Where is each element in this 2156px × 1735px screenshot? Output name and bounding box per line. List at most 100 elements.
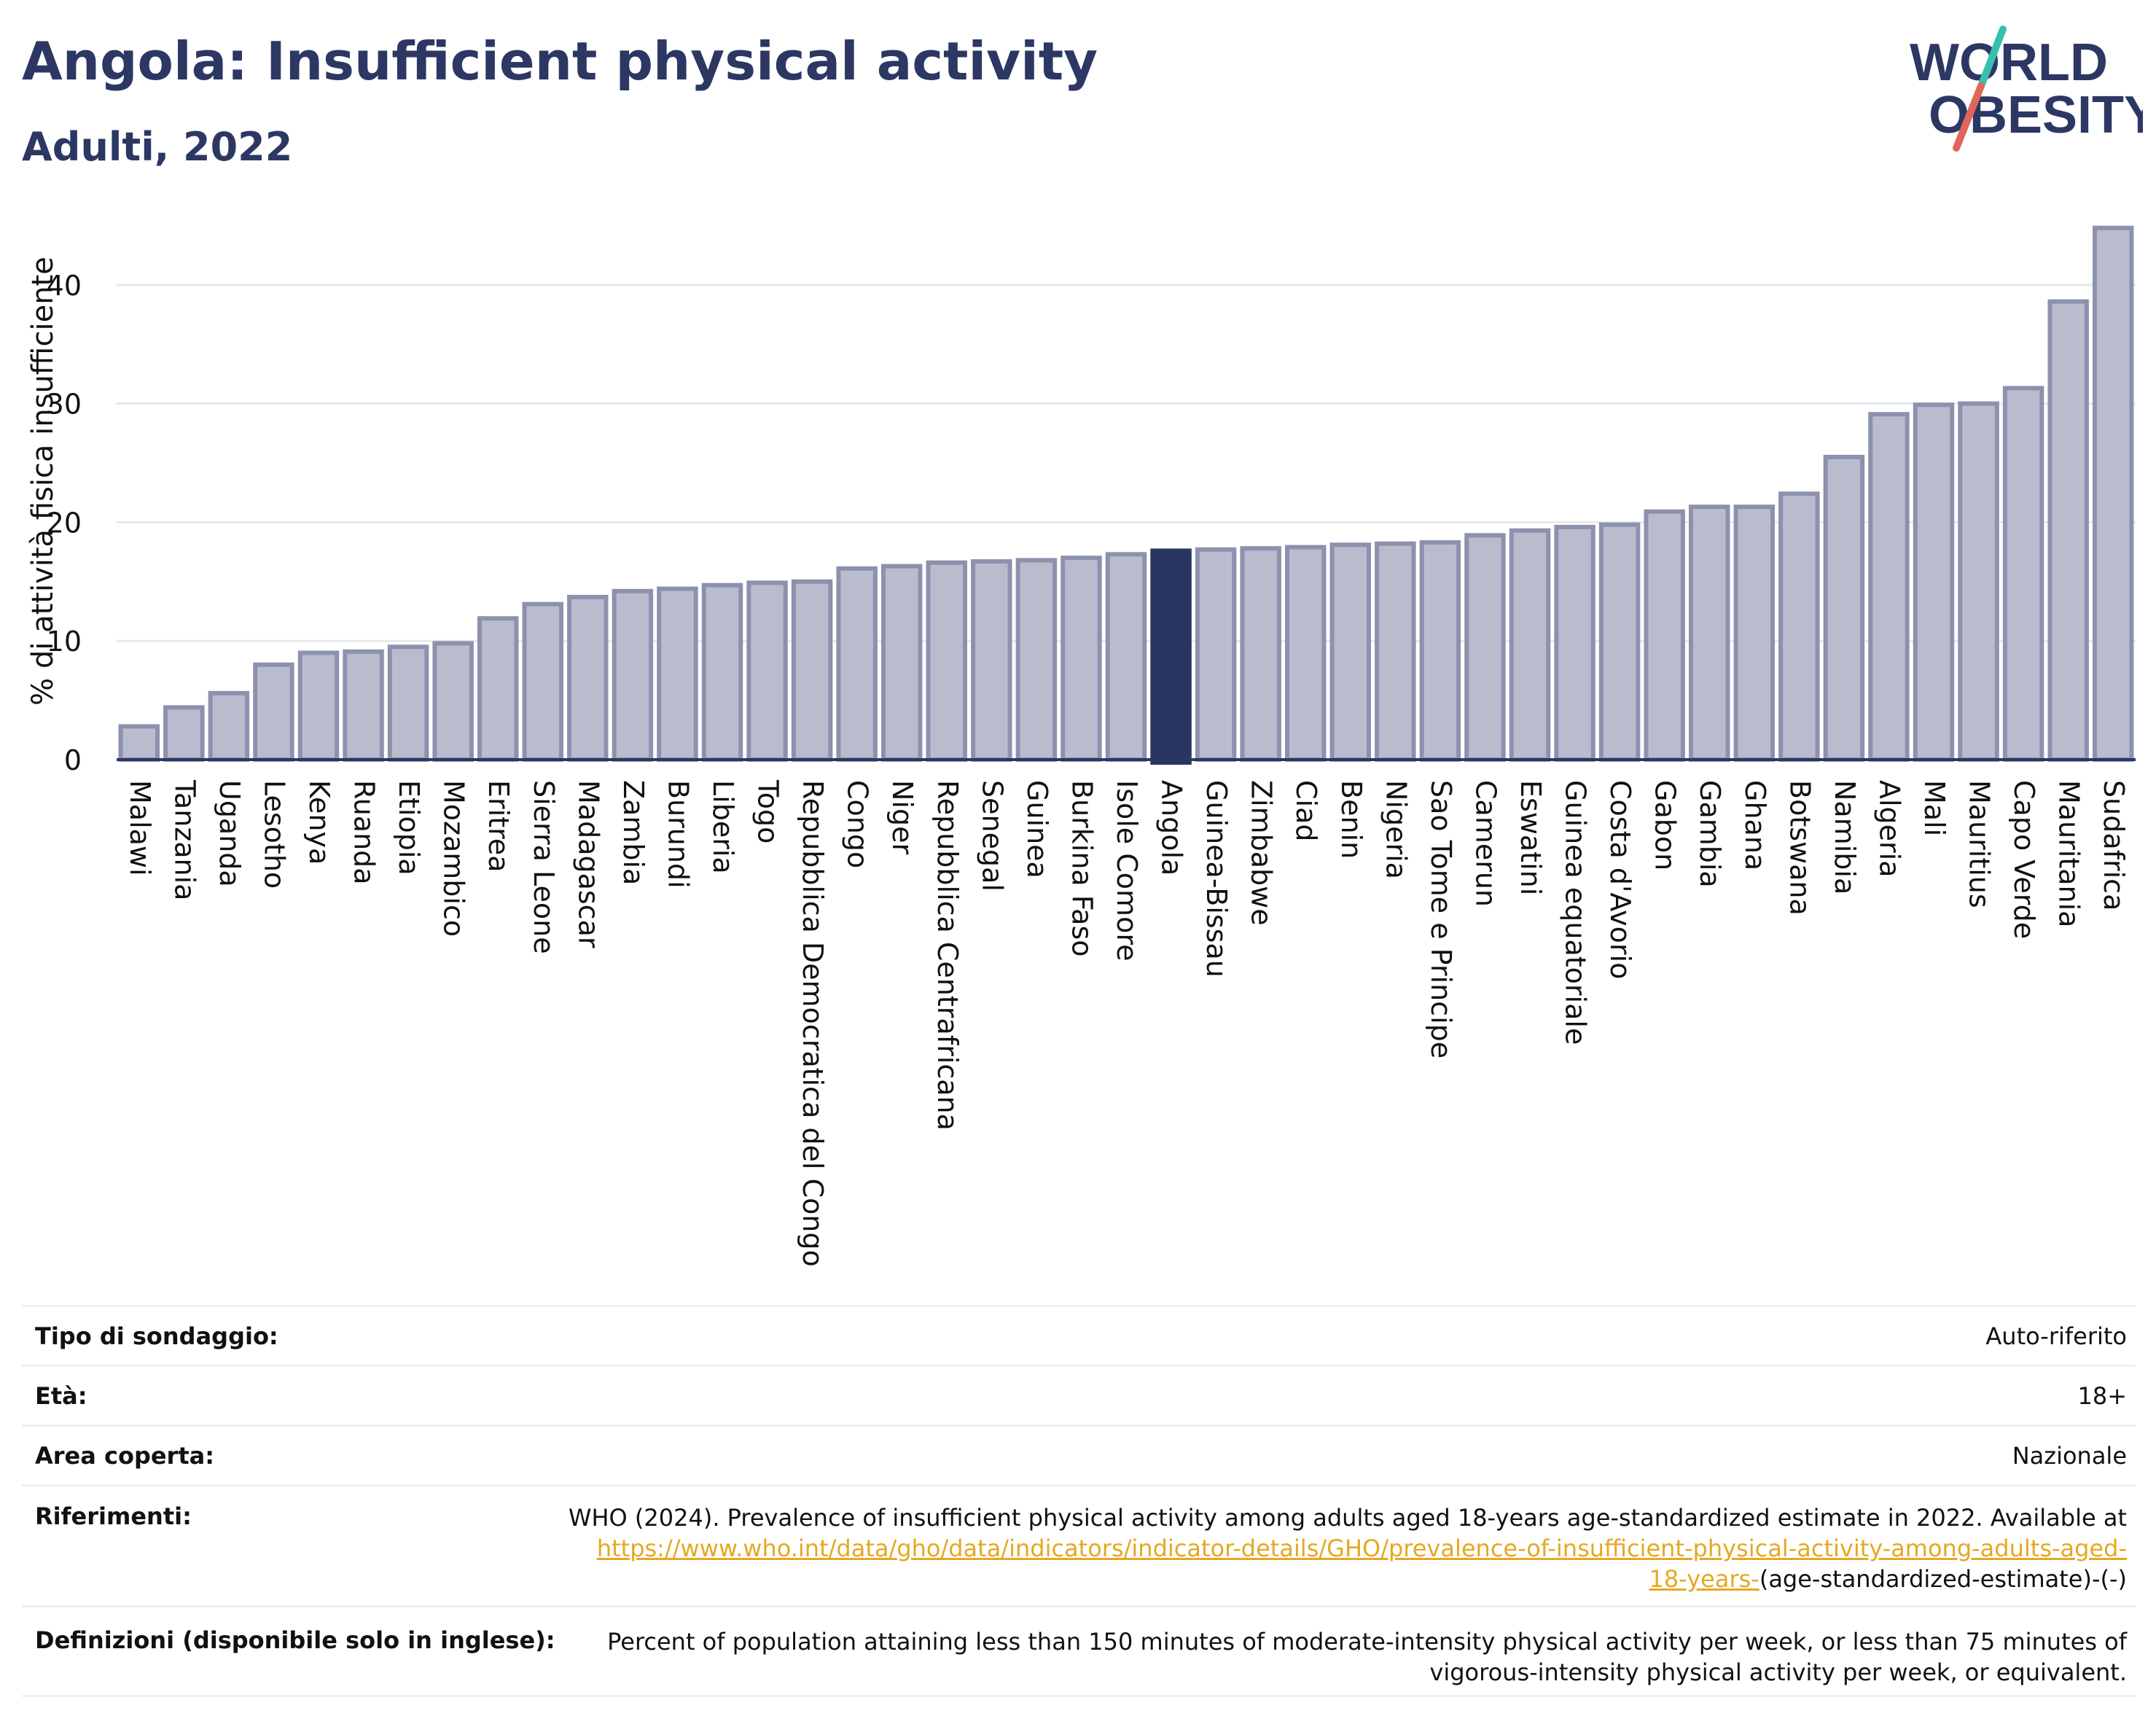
x-tick-label: Togo — [752, 779, 784, 843]
x-tick-label: Sudafrica — [2098, 780, 2130, 911]
x-tick-label: Ciad — [1290, 780, 1322, 842]
info-table: Tipo di sondaggio: Auto-riferito Età: 18… — [22, 1305, 2136, 1697]
bar-botswana — [1778, 491, 1820, 762]
page-title: Angola: Insufficient physical activity — [22, 31, 1098, 92]
bar-guinea — [1015, 558, 1058, 762]
bar-costa-d-avorio — [1598, 522, 1641, 762]
bar-uganda — [208, 690, 250, 762]
bar-malawi — [118, 724, 160, 763]
info-row-definitions: Definizioni (disponibile solo in inglese… — [22, 1605, 2136, 1697]
x-tick-label: Lesotho — [258, 780, 290, 889]
references-tail: (age-standardized-estimate)-(-) — [1759, 1565, 2127, 1593]
bar-mozambico — [432, 641, 474, 762]
survey-type-value: Auto-riferito — [1985, 1322, 2127, 1350]
survey-type-label: Tipo di sondaggio: — [35, 1322, 278, 1350]
y-axis-ticks: 0 10 20 30 40 — [47, 270, 82, 776]
x-tick-label: Congo — [842, 780, 874, 868]
bar-guinea-equatoriale — [1554, 524, 1595, 762]
references-value: WHO (2024). Prevalence of insufficient p… — [569, 1502, 2136, 1594]
references-label: Riferimenti: — [35, 1502, 192, 1530]
x-axis-ticks: Malawi Tanzania Uganda Lesotho Kenya Ruanda Et… — [124, 779, 2130, 1267]
logo-slash-bottom — [1953, 82, 1985, 152]
bar-mauritius — [1958, 401, 1999, 762]
x-tick-label: Nigeria — [1380, 780, 1412, 879]
bar-ghana — [1733, 504, 1776, 763]
x-tick-label: Eritrea — [483, 780, 515, 873]
definitions-value: Percent of population attaining less tha… — [607, 1626, 2136, 1688]
x-tick-label: Guinea-Bissau — [1200, 780, 1233, 978]
references-text: WHO (2024). Prevalence of insufficient p… — [568, 1504, 2127, 1532]
bar-sudafrica — [2092, 225, 2134, 762]
bar-algeria — [1868, 412, 1910, 762]
x-tick-label: Zimbabwe — [1246, 780, 1278, 926]
bar-burundi — [657, 586, 698, 762]
bar-eritrea — [477, 616, 519, 762]
page-subtitle: Adulti, 2022 — [22, 124, 293, 170]
bar-eswatini — [1509, 528, 1551, 763]
bar-ruanda — [343, 649, 384, 762]
bar-sierra-leone — [522, 601, 564, 762]
bar-liberia — [701, 582, 743, 763]
bar-ciad — [1284, 545, 1327, 762]
x-tick-label: Etiopia — [393, 780, 425, 876]
bar-zimbabwe — [1240, 546, 1281, 762]
bar-isole-comore — [1105, 552, 1147, 763]
x-tick-label: Guinea — [1021, 780, 1053, 878]
x-tick-label: Benin — [1335, 780, 1367, 859]
x-tick-label: Uganda — [214, 780, 246, 887]
x-tick-label: Eswatini — [1515, 780, 1547, 895]
bars — [118, 225, 2134, 765]
x-tick-label: Niger — [886, 780, 918, 854]
bar-kenya — [297, 650, 340, 762]
bar-congo — [836, 566, 878, 763]
world-obesity-logo: WORLD OBESITY — [1910, 26, 2143, 152]
bar-madagascar — [567, 594, 609, 762]
bar-mali — [1913, 402, 1955, 763]
x-tick-label: Madagascar — [572, 780, 604, 948]
x-tick-label: Senegal — [976, 780, 1008, 892]
bar-niger — [880, 564, 923, 762]
bar-nigeria — [1375, 541, 1416, 762]
x-tick-label: Algeria — [1873, 780, 1905, 878]
info-row-age: Età: 18+ — [22, 1365, 2136, 1424]
x-tick-label: Mali — [1918, 780, 1950, 836]
x-tick-label: Mauritania — [2053, 780, 2085, 927]
x-tick-label: Sierra Leone — [528, 780, 560, 954]
bar-capo-verde — [2002, 386, 2044, 762]
bar-repubblica-democratica-del-congo — [791, 579, 833, 762]
y-tick-label: 40 — [47, 270, 82, 302]
y-axis-label: % di attività fisica insufficiente — [26, 257, 60, 706]
references-link[interactable]: https://www.who.int/data/gho/data/indica… — [596, 1535, 2127, 1562]
age-value: 18+ — [2077, 1381, 2127, 1410]
x-tick-label: Mozambico — [438, 780, 470, 937]
x-tick-label: Sao Tome e Principe — [1425, 780, 1457, 1058]
bar-zambia — [612, 588, 654, 762]
x-tick-label: Guinea equatoriale — [1560, 780, 1592, 1045]
info-row-area: Area coperta: Nazionale — [22, 1424, 2136, 1484]
x-tick-label: Botswana — [1784, 780, 1816, 916]
bar-namibia — [1823, 454, 1865, 762]
x-tick-label: Capo Verde — [2008, 780, 2040, 939]
bar-tanzania — [163, 705, 205, 762]
bar-repubblica-centrafricana — [926, 560, 968, 762]
bar-togo — [746, 580, 788, 762]
logo-line1: WORLD — [1910, 34, 2108, 92]
y-tick-label: 0 — [64, 744, 82, 776]
y-tick-label: 30 — [47, 389, 82, 421]
x-tick-label: Kenya — [303, 780, 335, 865]
age-label: Età: — [35, 1381, 87, 1410]
bar-guinea-bissau — [1195, 547, 1237, 762]
bar-etiopia — [387, 644, 429, 763]
x-tick-label: Ruanda — [348, 780, 380, 885]
x-tick-label: Liberia — [707, 780, 739, 874]
x-tick-label: Mauritius — [1964, 780, 1996, 908]
y-tick-label: 20 — [47, 507, 82, 539]
bar-lesotho — [253, 662, 294, 763]
x-tick-label: Costa d'Avorio — [1604, 780, 1636, 979]
area-label: Area coperta: — [35, 1441, 215, 1470]
x-tick-label: Angola — [1156, 780, 1188, 876]
definitions-line1: Percent of population attaining less tha… — [607, 1628, 2127, 1656]
x-tick-label: Zambia — [617, 780, 649, 885]
references-link-end[interactable]: 18-years- — [1649, 1565, 1759, 1593]
info-row-references: Riferimenti: WHO (2024). Prevalence of i… — [22, 1484, 2136, 1605]
